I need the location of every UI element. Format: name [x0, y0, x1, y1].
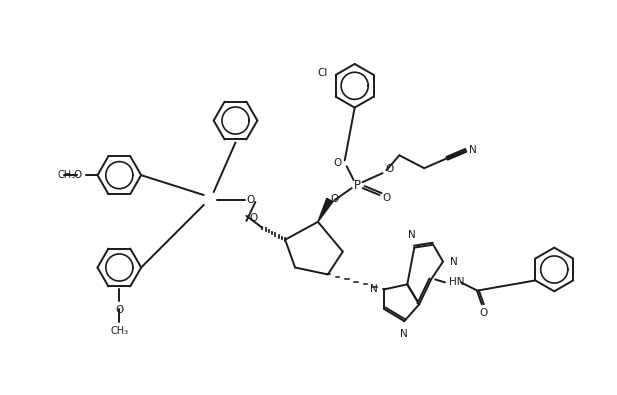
Text: P: P: [354, 179, 361, 192]
Text: O: O: [115, 305, 123, 315]
Text: O: O: [479, 308, 488, 318]
Text: O: O: [73, 170, 81, 180]
Text: CH₃: CH₃: [110, 326, 128, 336]
Text: HN: HN: [449, 277, 465, 288]
Text: O: O: [386, 164, 394, 174]
Text: O: O: [249, 213, 258, 223]
Text: O: O: [331, 194, 339, 204]
Text: Cl: Cl: [317, 68, 328, 78]
Text: N: N: [469, 145, 476, 155]
Text: CH₃: CH₃: [58, 170, 76, 180]
Text: O: O: [383, 193, 391, 203]
Text: O: O: [246, 195, 255, 205]
Text: O: O: [334, 158, 342, 168]
Text: N: N: [408, 230, 416, 240]
Text: N: N: [400, 329, 408, 339]
Polygon shape: [318, 198, 333, 222]
Text: N: N: [370, 284, 378, 294]
Text: N: N: [450, 256, 458, 267]
